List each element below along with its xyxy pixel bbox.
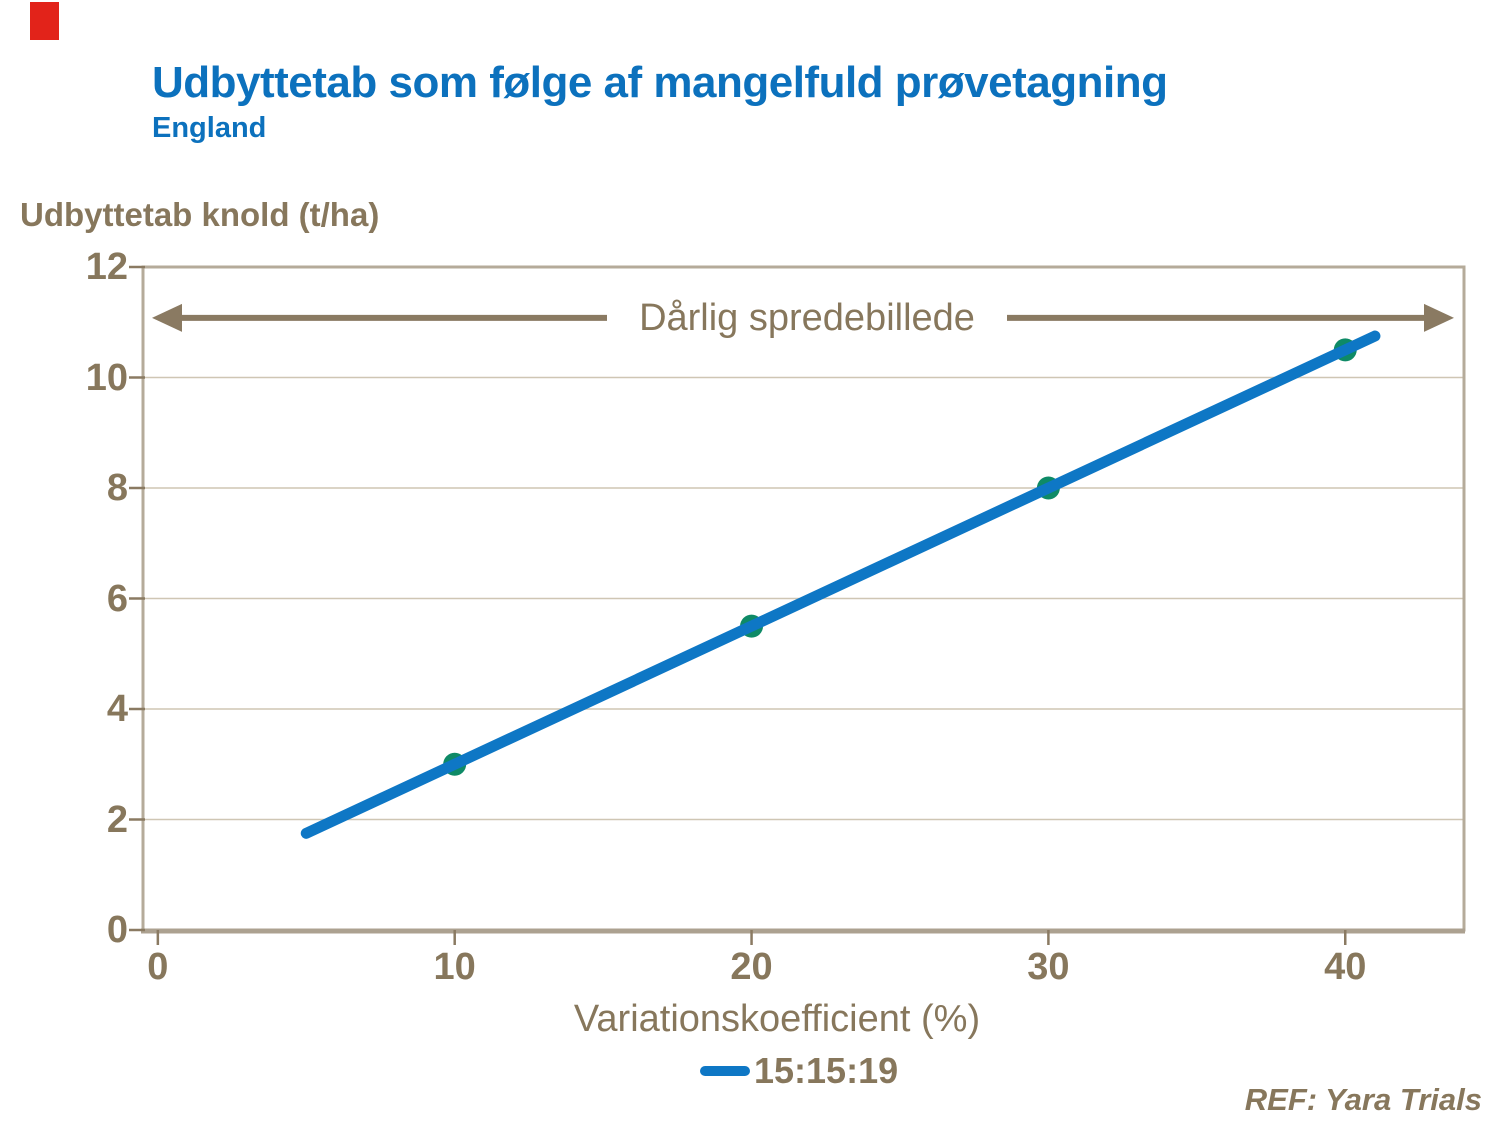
chart-title: Udbyttetab som følge af mangelfuld prøve… xyxy=(152,58,1168,107)
annotation-arrowhead-left xyxy=(152,303,182,332)
annotation-label: Dårlig spredebillede xyxy=(607,297,1007,340)
legend-series-label: 15:15:19 xyxy=(754,1050,899,1091)
legend-line-swatch xyxy=(700,1066,750,1076)
annotation-arrowhead-right xyxy=(1424,303,1454,332)
chart-subtitle: England xyxy=(152,112,267,144)
x-axis-title: Variationskoefficient (%) xyxy=(573,998,981,1040)
brand-red-tab xyxy=(30,2,59,40)
reference-note: REF: Yara Trials xyxy=(1244,1082,1482,1117)
y-axis-title: Udbyttetab knold (t/ha) xyxy=(20,196,380,233)
legend: 15:15:19 xyxy=(700,1050,898,1092)
trendline xyxy=(300,330,1381,839)
